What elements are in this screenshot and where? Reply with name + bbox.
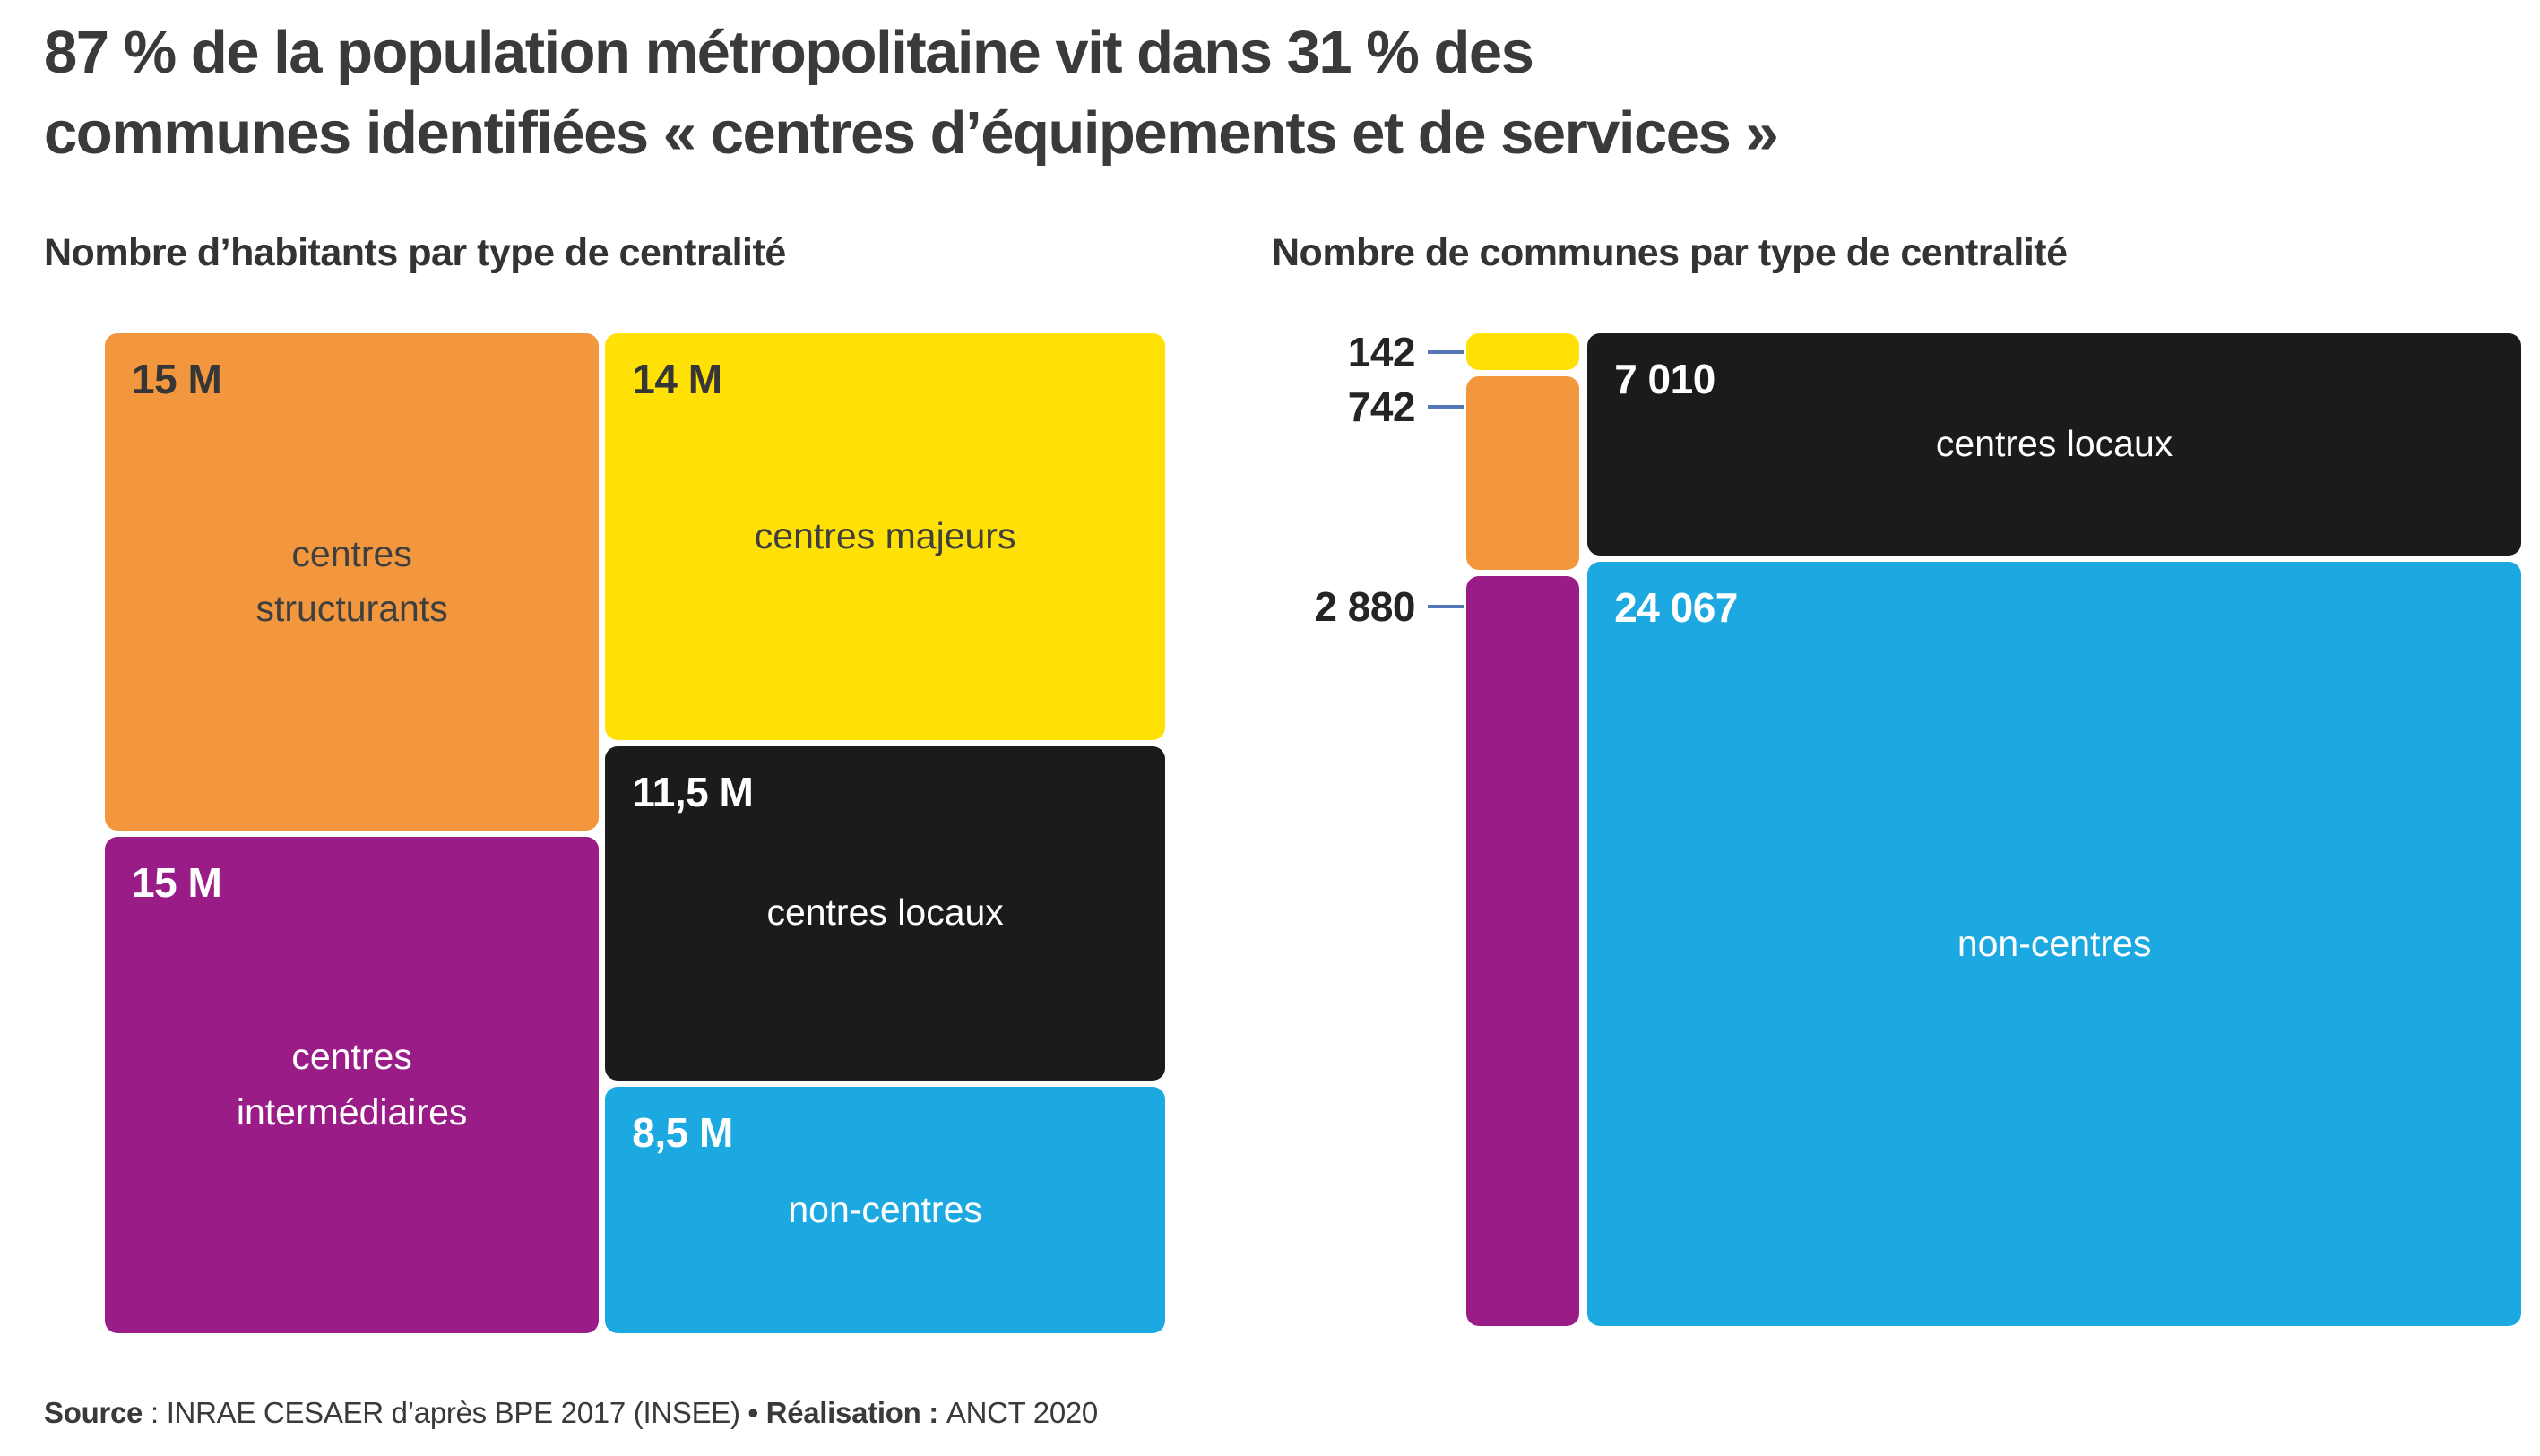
category-label: centres structurants xyxy=(255,532,448,630)
realisation-label: • Réalisation : xyxy=(747,1396,946,1429)
category-label: centres majeurs xyxy=(754,515,1016,557)
box-centres-intermediaires-habitants: 15 M centres intermédiaires xyxy=(105,836,600,1333)
chart-title-habitants: Nombre d’habitants par type de centralit… xyxy=(44,231,786,274)
category-label: centres locaux xyxy=(766,892,1004,934)
page-title: 87 % de la population métropolitaine vit… xyxy=(44,13,1779,174)
label-centres-majeurs-count: 142 xyxy=(1348,328,1464,376)
category-label: centres locaux xyxy=(1935,423,2173,465)
category-label: centres intermédiaires xyxy=(236,1036,468,1133)
box-centres-majeurs-communes xyxy=(1466,333,1580,371)
category-label: non-centres xyxy=(788,1188,982,1230)
box-centres-locaux-habitants: 11,5 M centres locaux xyxy=(605,745,1165,1081)
box-centres-majeurs-habitants: 14 M centres majeurs xyxy=(605,333,1165,740)
value-label: 15 M xyxy=(132,356,222,402)
label-centres-structurants-count: 742 xyxy=(1348,383,1464,431)
box-centres-intermediaires-communes xyxy=(1466,575,1580,1326)
realisation-credit: ANCT 2020 xyxy=(946,1396,1098,1429)
value-label: 7 010 xyxy=(1614,356,1715,402)
treemap-column-right: 14 M centres majeurs 11,5 M centres loca… xyxy=(605,333,1165,1333)
value-label: 14 M xyxy=(632,356,722,402)
count-value: 742 xyxy=(1347,383,1416,430)
label-centres-intermediaires-count: 2 880 xyxy=(1314,582,1464,631)
connector-line xyxy=(1428,605,1464,608)
value-label: 8,5 M xyxy=(632,1108,733,1156)
box-centres-structurants-communes xyxy=(1466,376,1580,570)
value-label: 15 M xyxy=(132,858,222,906)
commune-count-labels: 142 742 2 880 xyxy=(1192,329,1464,1326)
source-separator: : xyxy=(143,1396,167,1429)
value-label: 24 067 xyxy=(1614,584,1738,632)
count-value: 142 xyxy=(1347,328,1416,375)
treemap-habitants: 15 M centres structurants 15 M centres i… xyxy=(105,333,1165,1333)
source-org: INRAE CESAER d’après BPE 2017 (INSEE) xyxy=(166,1396,748,1429)
box-centres-locaux-communes: 7 010 centres locaux xyxy=(1587,333,2521,556)
source-note: Source : INRAE CESAER d’après BPE 2017 (… xyxy=(44,1396,1098,1430)
chart-title-communes: Nombre de communes par type de centralit… xyxy=(1272,231,2068,274)
treemap-column-large: 7 010 centres locaux 24 067 non-centres xyxy=(1587,333,2521,1326)
value-label: 11,5 M xyxy=(632,768,754,815)
connector-line xyxy=(1428,349,1464,354)
source-label: Source xyxy=(44,1396,143,1429)
box-centres-structurants-habitants: 15 M centres structurants xyxy=(105,333,600,831)
count-value: 2 880 xyxy=(1314,583,1415,630)
page-title-line-1: 87 % de la population métropolitaine vit… xyxy=(44,19,1534,86)
page-title-line-2: communes identifiées « centres d’équipem… xyxy=(44,99,1779,167)
treemap-column-left: 15 M centres structurants 15 M centres i… xyxy=(105,333,600,1333)
treemap-column-small xyxy=(1466,333,1580,1326)
category-label: non-centres xyxy=(1957,922,2152,964)
connector-line xyxy=(1428,405,1464,409)
box-non-centres-habitants: 8,5 M non-centres xyxy=(605,1086,1165,1333)
box-non-centres-communes: 24 067 non-centres xyxy=(1587,562,2521,1326)
treemap-communes: 7 010 centres locaux 24 067 non-centres xyxy=(1466,333,2521,1326)
